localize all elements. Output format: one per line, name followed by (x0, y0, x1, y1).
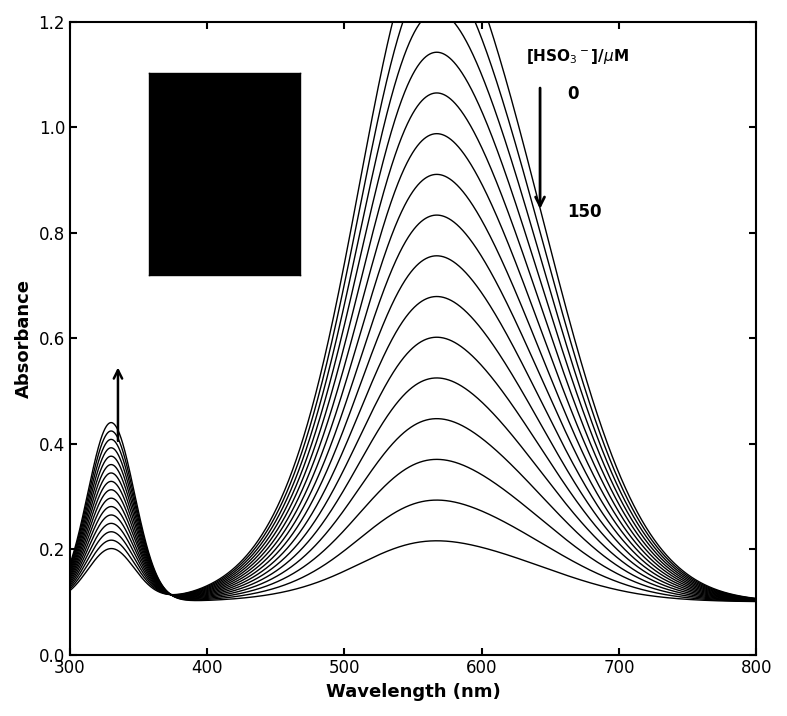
Text: 0: 0 (567, 85, 579, 103)
Y-axis label: Absorbance: Absorbance (15, 279, 33, 398)
X-axis label: Wavelength (nm): Wavelength (nm) (326, 683, 501, 701)
Text: 150: 150 (567, 203, 602, 221)
Text: [HSO$_3$$^-$]/$\mu$M: [HSO$_3$$^-$]/$\mu$M (527, 47, 629, 67)
